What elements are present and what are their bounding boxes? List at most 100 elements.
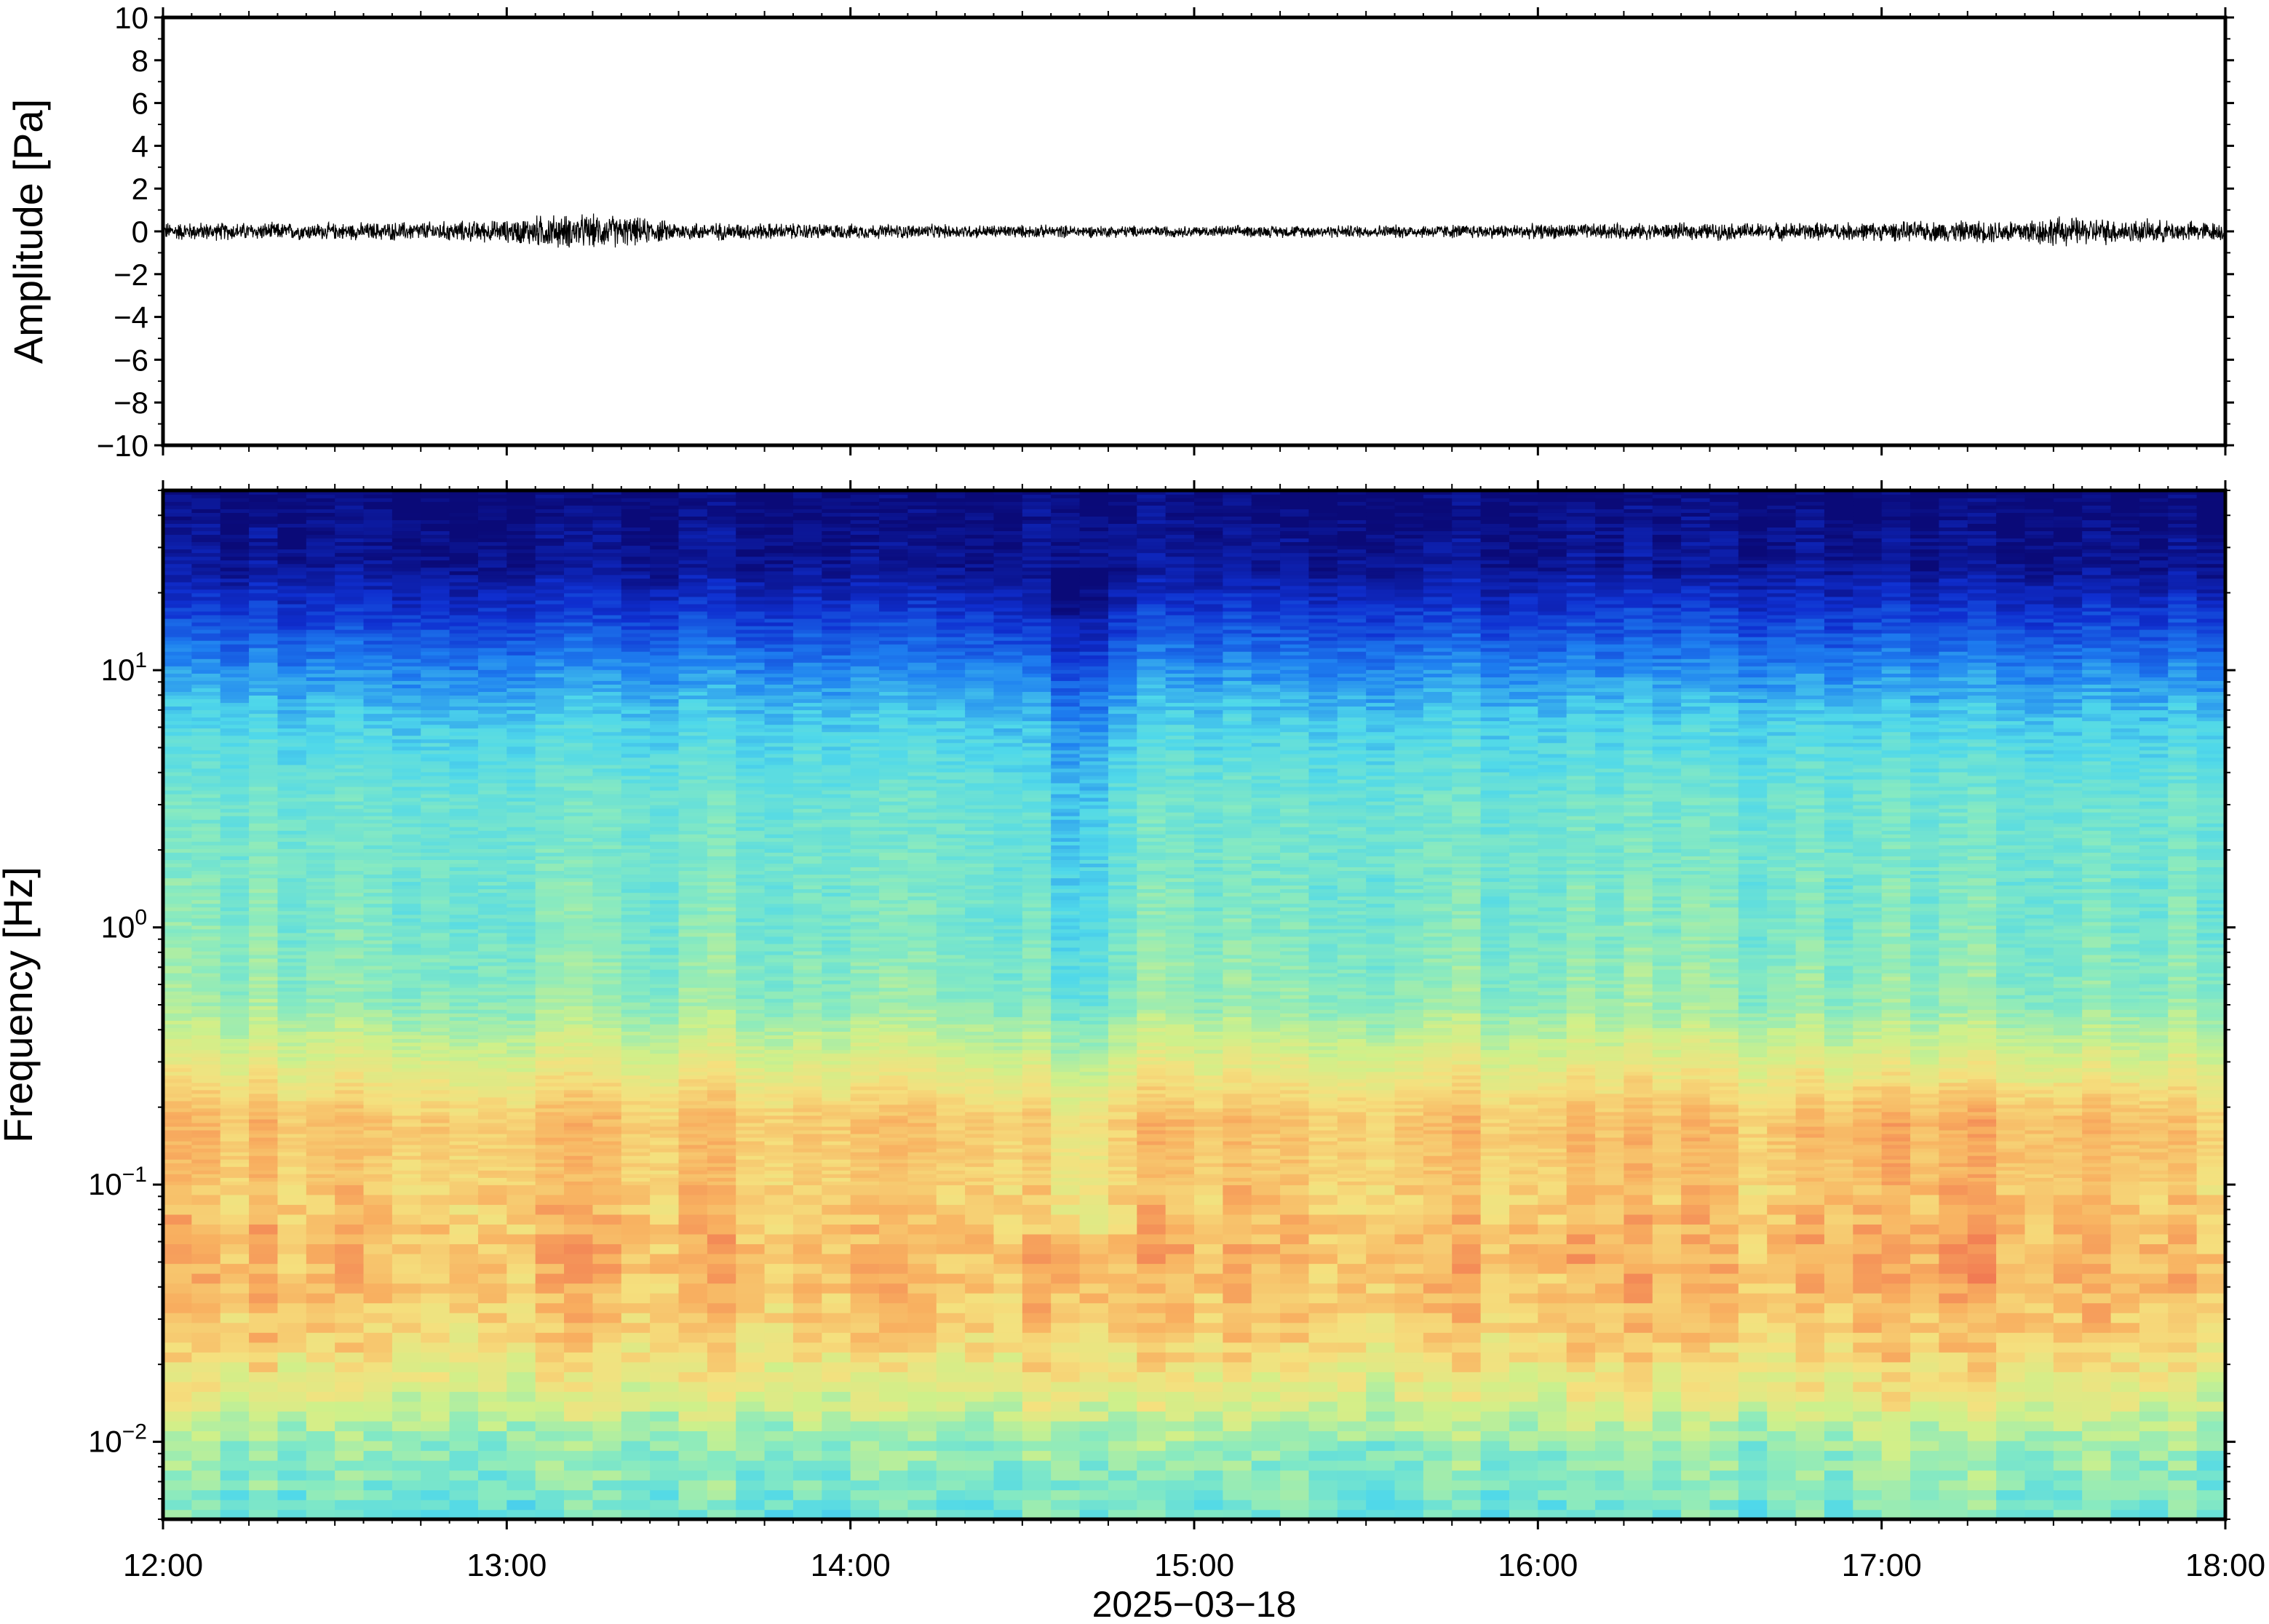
spectrogram-cell xyxy=(506,658,536,663)
spectrogram-cell xyxy=(220,512,250,517)
spectrogram-cell xyxy=(506,1006,536,1010)
spectrogram-cell xyxy=(678,1499,708,1510)
spectrogram-cell xyxy=(592,1166,622,1171)
spectrogram-cell xyxy=(277,688,307,692)
spectrogram-cell xyxy=(191,811,221,816)
spectrogram-cell xyxy=(678,965,708,970)
spectrogram-cell xyxy=(592,1470,622,1481)
spectrogram-cell xyxy=(249,1181,279,1185)
spectrogram-cell xyxy=(449,640,479,645)
spectrogram-cell xyxy=(564,841,594,845)
spectrogram-cell xyxy=(477,603,508,608)
spectrogram-cell xyxy=(249,771,279,776)
spectrogram-cell xyxy=(306,804,335,809)
spectrogram-cell xyxy=(650,1056,680,1062)
spectrogram-cell xyxy=(249,578,279,583)
spectrogram-cell xyxy=(650,669,680,674)
spectrogram-cell xyxy=(277,1302,307,1313)
spectrogram-cell xyxy=(678,881,708,886)
spectrogram-cell xyxy=(249,673,279,677)
spectrogram-cell xyxy=(678,541,708,546)
spectrogram-cell xyxy=(621,1038,651,1043)
spectrogram-cell xyxy=(335,574,365,579)
spectrogram-cell xyxy=(736,1075,766,1080)
spectrogram-cell xyxy=(363,629,393,634)
spectrogram-cell xyxy=(163,1440,193,1452)
spectrogram-cell xyxy=(306,1273,335,1284)
spectrogram-cell xyxy=(535,947,565,952)
spectrogram-cell xyxy=(249,625,279,630)
spectrogram-cell xyxy=(678,757,708,762)
spectrogram-cell xyxy=(191,768,221,773)
spectrogram-cell xyxy=(621,793,651,798)
spectrogram-cell xyxy=(592,987,622,992)
spectrogram-cell xyxy=(363,724,393,729)
spectrogram-cell xyxy=(535,632,565,637)
spectrogram-cell xyxy=(736,907,766,912)
spectrogram-cell xyxy=(707,509,737,513)
spectrogram-cell xyxy=(678,509,708,513)
spectrogram-cell xyxy=(277,932,307,937)
spectrogram-cell xyxy=(535,968,565,974)
spectrogram-cell xyxy=(392,688,422,692)
spectrogram-cell xyxy=(306,603,335,608)
spectrogram-cell xyxy=(277,954,307,959)
spectrogram-cell xyxy=(592,1177,622,1182)
spectrogram-cell xyxy=(335,954,365,959)
spectrogram-cell xyxy=(335,1089,365,1094)
spectrogram-cell xyxy=(678,1450,708,1461)
spectrogram-cell xyxy=(392,673,422,677)
spectrogram-cell xyxy=(477,1122,508,1127)
spectrogram-cell xyxy=(678,896,708,901)
spectrogram-cell xyxy=(650,589,680,594)
spectrogram-cell xyxy=(621,578,651,583)
spectrogram-cell xyxy=(736,1096,766,1102)
spectrogram-cell xyxy=(163,625,193,630)
spectrogram-cell xyxy=(163,811,193,816)
spectrogram-cell xyxy=(363,976,393,981)
spectrogram-cell xyxy=(220,947,250,952)
spectrogram-cell xyxy=(535,621,565,626)
spectrogram-cell xyxy=(392,552,422,557)
spectrogram-cell xyxy=(421,1440,450,1452)
spectrogram-cell xyxy=(220,885,250,890)
spectrogram-cell xyxy=(163,1253,193,1265)
spectrogram-cell xyxy=(363,1056,393,1062)
spectrogram-cell xyxy=(707,563,737,568)
spectrogram-cell xyxy=(650,490,680,495)
spectrogram-cell xyxy=(277,1147,307,1153)
spectrogram-cell xyxy=(736,589,766,594)
spectrogram-cell xyxy=(249,632,279,637)
spectrogram-cell xyxy=(477,1002,508,1006)
spectrogram-cell xyxy=(335,1155,365,1160)
spectrogram-cell xyxy=(477,1089,508,1094)
spectrogram-cell xyxy=(277,760,307,765)
spectrogram-cell xyxy=(249,841,279,845)
spectrogram-cell xyxy=(564,874,594,879)
spectrogram-cell xyxy=(650,1332,680,1343)
spectrogram-cell xyxy=(191,1046,221,1051)
spectrogram-cell xyxy=(564,925,594,930)
spectrogram-cell xyxy=(707,1078,737,1083)
spectrogram-cell xyxy=(678,523,708,528)
spectrogram-cell xyxy=(220,1147,250,1153)
spectrogram-cell xyxy=(650,1158,680,1163)
spectrogram-cell xyxy=(335,867,365,872)
spectrogram-cell xyxy=(477,530,508,536)
spectrogram-cell xyxy=(477,1253,508,1265)
spectrogram-cell xyxy=(535,990,565,995)
spectrogram-cell xyxy=(592,1031,622,1035)
spectrogram-cell xyxy=(306,1312,335,1324)
spectrogram-cell xyxy=(535,921,565,926)
spectrogram-cell xyxy=(363,549,393,554)
spectrogram-cell xyxy=(335,538,365,543)
spectrogram-cell xyxy=(449,614,479,619)
spectrogram-cell xyxy=(678,936,708,941)
spectrogram-cell xyxy=(621,1027,651,1032)
spectrogram-cell xyxy=(650,1450,680,1461)
spectrogram-cell xyxy=(621,976,651,981)
spectrogram-cell xyxy=(392,1053,422,1058)
spectrogram-cell xyxy=(535,994,565,999)
spectrogram-cell xyxy=(277,1046,307,1051)
spectrogram-cell xyxy=(535,527,565,532)
